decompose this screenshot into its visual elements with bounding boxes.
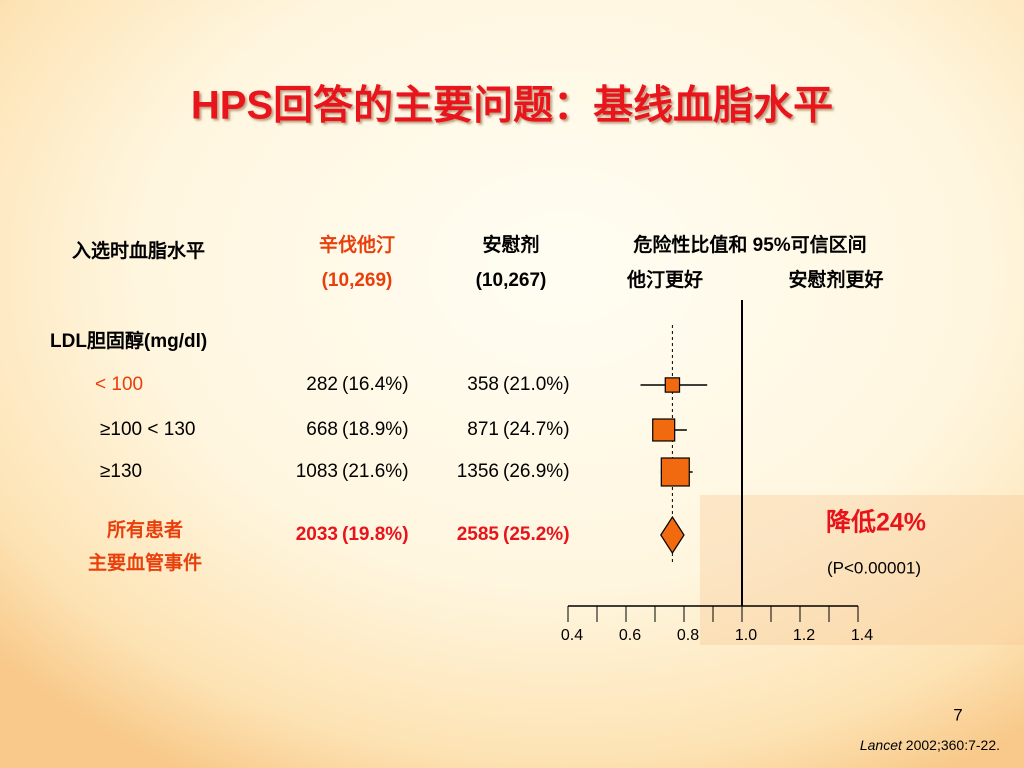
- placebo-events: 871: [467, 419, 499, 440]
- left-favors: 他汀更好: [626, 268, 703, 291]
- summary-diamond: [660, 515, 685, 555]
- section-label: LDL胆固醇(mg/dl): [50, 329, 207, 352]
- statin-events: 1083: [296, 461, 338, 482]
- placebo-events: 358: [467, 374, 499, 395]
- row-label: < 100: [95, 374, 143, 395]
- right-favors: 安慰剂更好: [788, 268, 883, 291]
- x-tick-label: 1.2: [793, 627, 815, 644]
- x-tick-label: 0.4: [561, 627, 583, 644]
- page-number: 7: [953, 705, 962, 724]
- statin-pct: (16.4%): [342, 374, 409, 395]
- statin-pct: (21.6%): [342, 461, 409, 482]
- statin-events: 282: [306, 374, 338, 395]
- placebo-n: (10,267): [476, 270, 547, 291]
- row-label: 所有患者: [107, 518, 183, 541]
- citation: Lancet 2002;360:7-22.: [860, 737, 1000, 753]
- hr-box: [652, 418, 676, 442]
- placebo-pct: (26.9%): [503, 461, 570, 482]
- citation-text: 2002;360:7-22.: [902, 737, 1000, 753]
- title: HPS回答的主要问题：基线血脂水平: [191, 84, 833, 128]
- hr-box: [664, 377, 681, 393]
- x-tick-label: 1.4: [851, 627, 873, 644]
- p-value: (P<0.00001): [827, 558, 921, 577]
- placebo-pct: (24.7%): [503, 419, 570, 440]
- x-tick-label: 1.0: [735, 627, 757, 644]
- annotation: 降低24%: [826, 509, 926, 537]
- statin-events: 668: [306, 419, 338, 440]
- statin-header: 辛伐他汀: [319, 233, 395, 256]
- placebo-header: 安慰剂: [482, 233, 539, 256]
- placebo-pct: (21.0%): [503, 374, 570, 395]
- group-header: 入选时血脂水平: [72, 239, 205, 262]
- hr-box: [660, 457, 690, 487]
- header: 入选时血脂水平 辛伐他汀 (10,269) 安慰剂 (10,267) 危险性比值…: [50, 233, 884, 352]
- ratio-header: 危险性比值和 95%可信区间: [633, 233, 866, 256]
- x-tick-label: 0.6: [619, 627, 641, 644]
- statin-n: (10,269): [322, 270, 393, 291]
- statin-pct: (19.8%): [342, 524, 409, 545]
- placebo-events: 1356: [457, 461, 499, 482]
- row-sublabel: 主要血管事件: [88, 551, 202, 574]
- x-tick-label: 0.8: [677, 627, 699, 644]
- row-label: ≥130: [100, 461, 142, 482]
- statin-events: 2033: [296, 524, 338, 545]
- placebo-pct: (25.2%): [503, 524, 570, 545]
- row-label: ≥100 < 130: [100, 419, 195, 440]
- statin-pct: (18.9%): [342, 419, 409, 440]
- decor: [700, 495, 1024, 645]
- placebo-events: 2585: [457, 524, 500, 545]
- journal: Lancet: [860, 737, 903, 753]
